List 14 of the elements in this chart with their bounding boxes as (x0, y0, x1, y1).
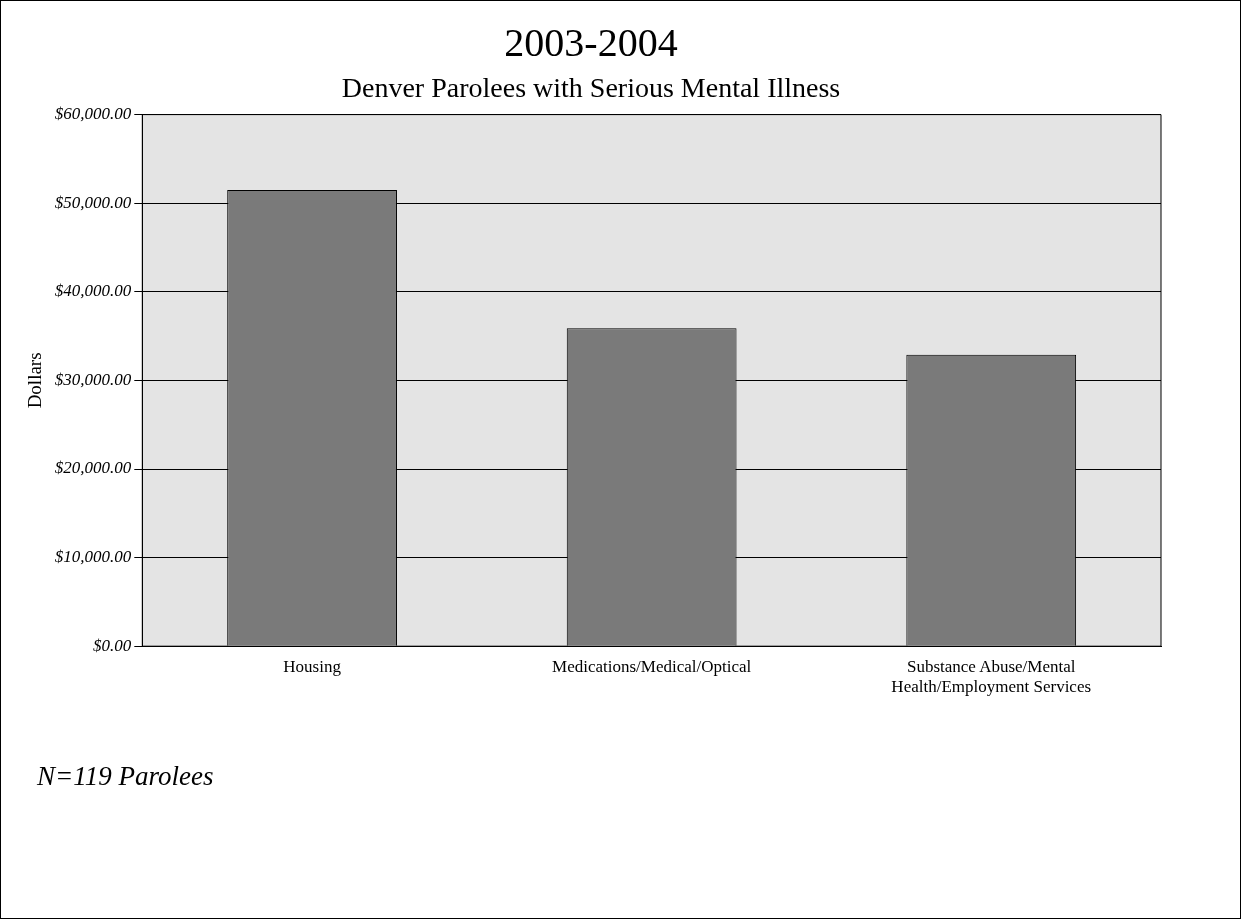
y-tick-label: $40,000.00 (54, 281, 132, 301)
y-tick-label: $10,000.00 (54, 547, 132, 567)
y-tick-label: $0.00 (93, 635, 132, 655)
chart-subtitle: Denver Parolees with Serious Mental Illness (341, 72, 841, 104)
y-tick-label: $20,000.00 (54, 458, 132, 478)
y-axis-title: Dollars (24, 352, 46, 409)
chart-title: 2003-2004 (504, 19, 678, 65)
x-tick-label: Medications/Medical/Optical (552, 656, 752, 676)
y-tick-label: $60,000.00 (54, 104, 132, 124)
x-tick-label: Substance Abuse/Mental Health/Employment Services (891, 656, 1092, 697)
x-tick-label: Housing (283, 656, 342, 676)
y-tick-label: $50,000.00 (54, 192, 132, 212)
text: N=119 Parolees (37, 761, 214, 792)
y-tick-label: $30,000.00 (54, 369, 132, 389)
